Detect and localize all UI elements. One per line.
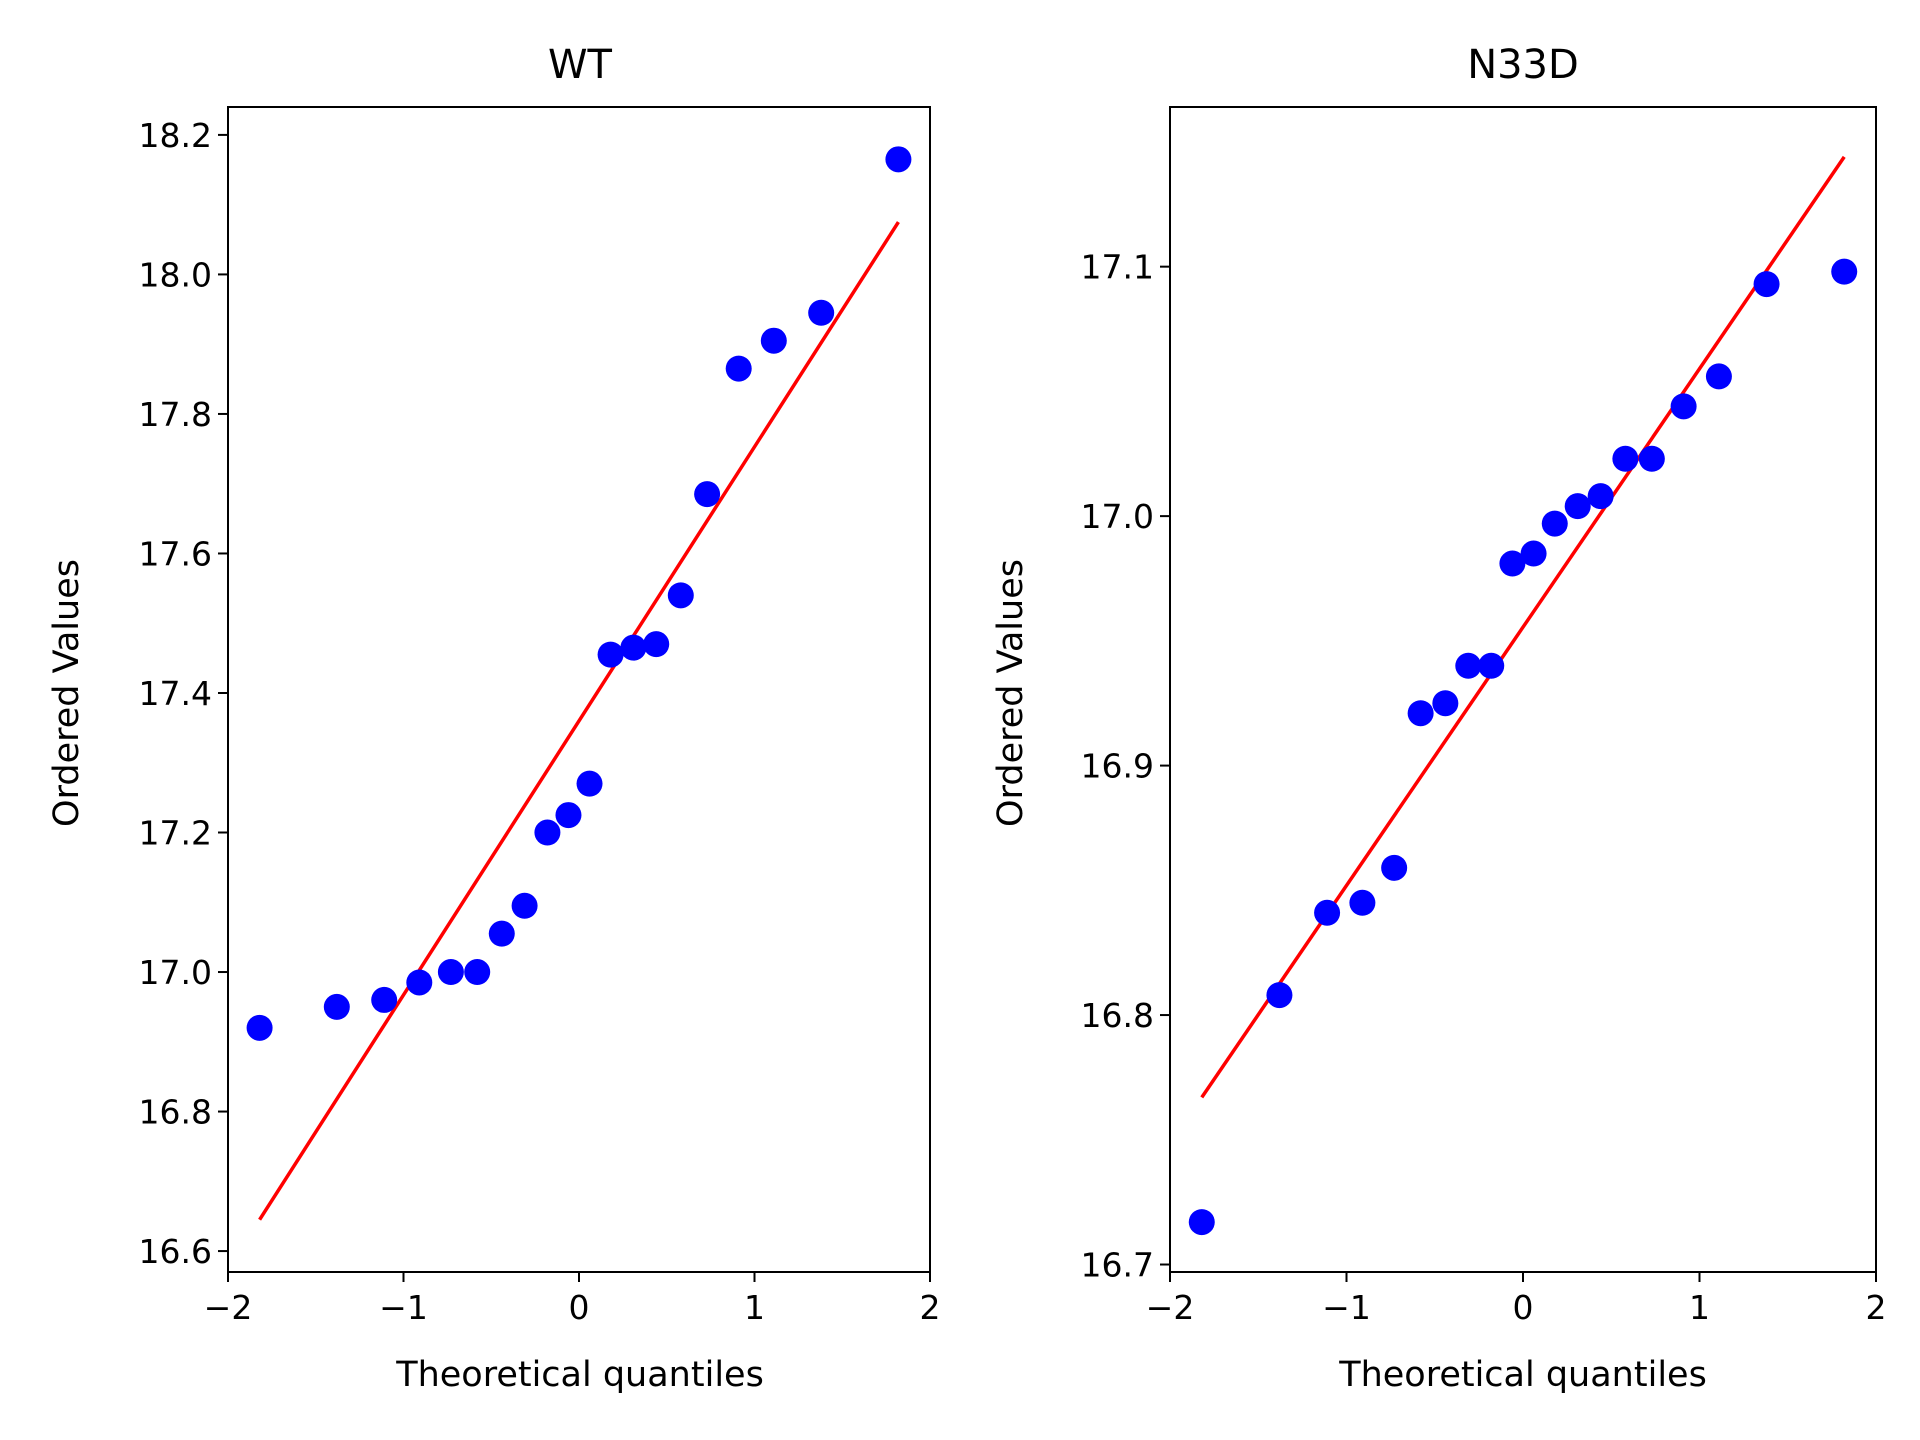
data-points xyxy=(246,146,912,1041)
data-point xyxy=(464,959,491,986)
x-tick-label: −2 xyxy=(204,1288,253,1327)
data-point xyxy=(1564,493,1591,520)
data-point xyxy=(885,146,912,173)
y-tick-label: 17.2 xyxy=(139,814,212,853)
chart-title: WT xyxy=(548,42,613,88)
x-tick-label: 1 xyxy=(744,1288,765,1327)
data-point xyxy=(406,969,433,996)
data-point xyxy=(1705,363,1732,390)
data-point xyxy=(1638,445,1665,472)
y-axis-label: Ordered Values xyxy=(47,559,87,827)
y-axis-label: Ordered Values xyxy=(991,559,1031,827)
x-tick-label: 2 xyxy=(1866,1288,1887,1327)
y-tick-label: 16.9 xyxy=(1081,747,1154,786)
y-tick-label: 18.0 xyxy=(139,255,212,294)
data-point xyxy=(246,1014,273,1041)
chart-title: N33D xyxy=(1467,42,1579,88)
data-point xyxy=(1587,483,1614,510)
y-tick-label: 16.8 xyxy=(139,1093,212,1132)
y-tick-label: 16.6 xyxy=(139,1232,212,1271)
data-point xyxy=(555,802,582,829)
data-point xyxy=(1670,393,1697,420)
data-point xyxy=(371,986,398,1013)
data-point xyxy=(760,327,787,354)
data-point xyxy=(667,582,694,609)
x-ticks: −2 −1 0 1 2 xyxy=(1146,1272,1887,1327)
x-tick-label: 0 xyxy=(1513,1288,1534,1327)
data-point xyxy=(620,634,647,661)
fit-line xyxy=(258,221,900,1221)
data-point xyxy=(1381,854,1408,881)
fit-line-group xyxy=(258,221,900,1221)
data-point xyxy=(576,770,603,797)
fit-line xyxy=(1200,155,1846,1099)
y-tick-label: 16.8 xyxy=(1081,996,1154,1035)
data-point xyxy=(511,892,538,919)
x-tick-label: 1 xyxy=(1689,1288,1710,1327)
data-point xyxy=(1407,700,1434,727)
data-point xyxy=(1753,271,1780,298)
data-point xyxy=(1831,258,1858,285)
data-point xyxy=(694,481,721,508)
x-ticks: −2 −1 0 1 2 xyxy=(204,1272,941,1327)
data-point xyxy=(437,959,464,986)
x-tick-label: −1 xyxy=(1322,1288,1371,1327)
x-axis-label: Theoretical quantiles xyxy=(1338,1355,1707,1395)
wt-qq-plot: WT −2 −1 0 1 2 16.616.817.017.217.417.617.81… xyxy=(47,42,941,1395)
data-point xyxy=(534,819,561,846)
data-point xyxy=(1520,540,1547,567)
fit-line-group xyxy=(1200,155,1846,1099)
y-tick-label: 17.4 xyxy=(139,674,212,713)
data-point xyxy=(1541,510,1568,537)
y-ticks: 16.7 16.8 16.9 17.0 17.1 xyxy=(1081,248,1170,1285)
data-point xyxy=(1266,982,1293,1009)
y-tick-label: 17.0 xyxy=(139,953,212,992)
data-point xyxy=(1188,1209,1215,1236)
y-tick-label: 18.2 xyxy=(139,116,212,155)
data-points xyxy=(1188,258,1858,1236)
data-point xyxy=(323,993,350,1020)
data-point xyxy=(643,631,670,658)
y-ticks: 16.6 16.8 17.0 17.2 17.4 17.6 17.8 18.0 18.2 xyxy=(139,116,228,1271)
data-point xyxy=(1455,652,1482,679)
data-point xyxy=(1432,690,1459,717)
x-tick-label: 2 xyxy=(920,1288,941,1327)
n33d-qq-plot: N33D −2 −1 0 1 2 16.7 16.8 16.9 17.0 17.1 Theore… xyxy=(991,42,1887,1395)
data-point xyxy=(808,299,835,326)
x-tick-label: 0 xyxy=(569,1288,590,1327)
x-axis-label: Theoretical quantiles xyxy=(395,1355,764,1395)
data-point xyxy=(597,641,624,668)
axes-frame xyxy=(1169,106,1877,1273)
x-tick-label: −1 xyxy=(379,1288,428,1327)
axes-frame xyxy=(227,106,931,1273)
y-tick-label: 16.7 xyxy=(1081,1246,1154,1285)
data-point xyxy=(1612,445,1639,472)
data-point xyxy=(725,355,752,382)
y-tick-label: 17.6 xyxy=(139,534,212,573)
y-tick-label: 17.8 xyxy=(139,395,212,434)
x-tick-label: −2 xyxy=(1146,1288,1195,1327)
data-point xyxy=(1349,889,1376,916)
y-tick-label: 17.1 xyxy=(1081,248,1154,287)
data-point xyxy=(488,920,515,947)
data-point xyxy=(1499,550,1526,577)
data-point xyxy=(1478,652,1505,679)
data-point xyxy=(1314,899,1341,926)
y-tick-label: 17.0 xyxy=(1081,497,1154,536)
